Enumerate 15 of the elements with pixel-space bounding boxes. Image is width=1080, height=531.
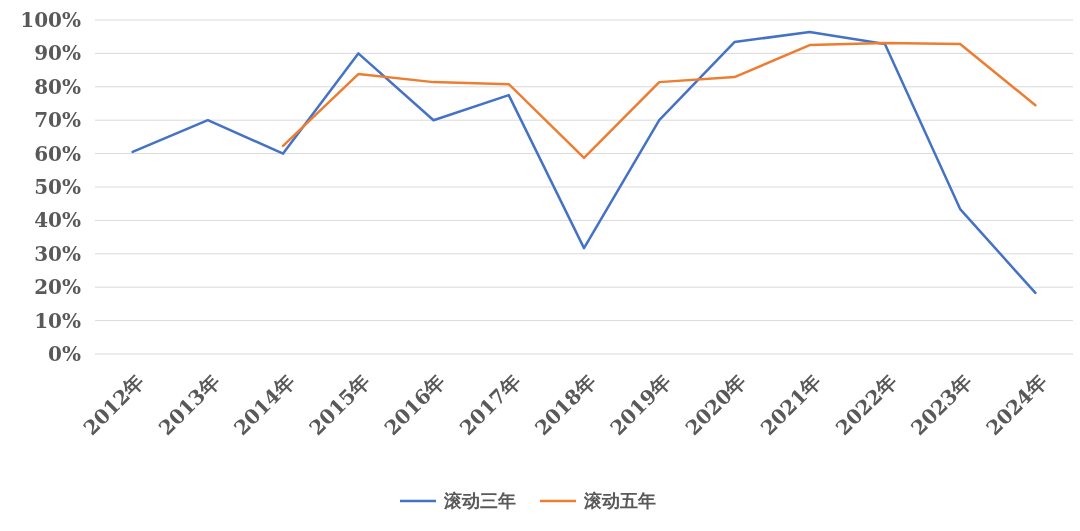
line-series (131, 30, 1037, 295)
line-series (281, 41, 1037, 160)
y-tick-label: 0% (48, 342, 81, 366)
legend-label: 滚动五年 (583, 490, 656, 512)
legend-label: 滚动三年 (443, 490, 516, 512)
y-tick-label: 100% (20, 8, 81, 32)
y-tick-label: 30% (34, 241, 81, 266)
y-tick-label: 80% (34, 74, 81, 99)
y-tick-label: 90% (34, 41, 81, 66)
y-tick-label: 40% (34, 208, 81, 233)
y-tick-label: 10% (34, 308, 81, 333)
y-tick-label: 60% (34, 141, 81, 166)
y-tick-label: 50% (34, 175, 81, 199)
y-tick-label: 70% (34, 108, 81, 133)
y-tick-label: 20% (34, 275, 81, 300)
